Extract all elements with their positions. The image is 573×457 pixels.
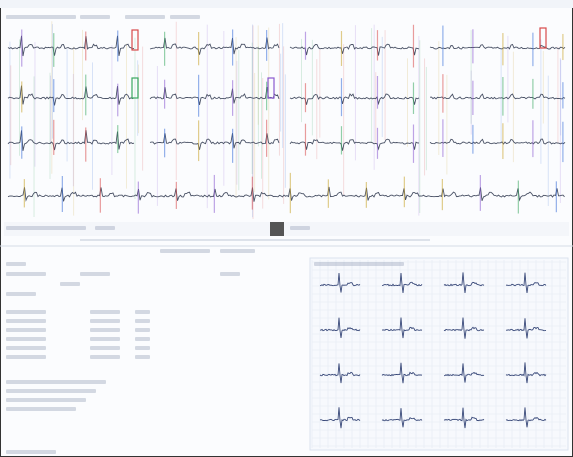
illegible-text: [135, 319, 150, 323]
illegible-text: [6, 450, 56, 454]
illegible-text: [6, 292, 36, 296]
illegible-text: [6, 407, 76, 411]
illegible-text: [90, 355, 120, 359]
illegible-text: [90, 346, 120, 350]
illegible-text: [90, 337, 120, 341]
illegible-text: [95, 226, 115, 230]
illegible-text: [6, 272, 46, 276]
illegible-text: [160, 249, 210, 253]
illegible-text: [135, 355, 150, 359]
illegible-text: [220, 272, 240, 276]
scroll-thumb[interactable]: [270, 222, 284, 236]
illegible-text: [6, 355, 46, 359]
illegible-text: [60, 282, 80, 286]
ecg-viewer: [0, 0, 573, 457]
illegible-text: [6, 310, 46, 314]
illegible-text: [135, 337, 150, 341]
illegible-text: [6, 380, 106, 384]
illegible-text: [6, 328, 46, 332]
illegible-text: [80, 272, 110, 276]
illegible-text: [135, 310, 150, 314]
illegible-text: [6, 15, 76, 19]
illegible-text: [125, 15, 165, 19]
illegible-text: [80, 15, 110, 19]
illegible-text: [90, 328, 120, 332]
illegible-text: [290, 226, 310, 230]
menu-bar: [0, 0, 573, 8]
illegible-text: [220, 249, 255, 253]
illegible-text: [6, 262, 26, 266]
illegible-text: [6, 337, 46, 341]
illegible-text: [314, 262, 404, 266]
illegible-text: [90, 319, 120, 323]
twelve-lead-panel: [310, 258, 568, 450]
illegible-text: [6, 319, 46, 323]
illegible-text: [135, 346, 150, 350]
illegible-text: [6, 389, 96, 393]
page: (() => { const data = JSON.parse(documen…: [0, 0, 573, 457]
illegible-text: [170, 15, 200, 19]
illegible-text: [6, 346, 46, 350]
illegible-text: [135, 328, 150, 332]
illegible-text: [6, 398, 86, 402]
status-bar: [4, 222, 569, 236]
illegible-text: [6, 226, 86, 230]
illegible-text: [90, 310, 120, 314]
